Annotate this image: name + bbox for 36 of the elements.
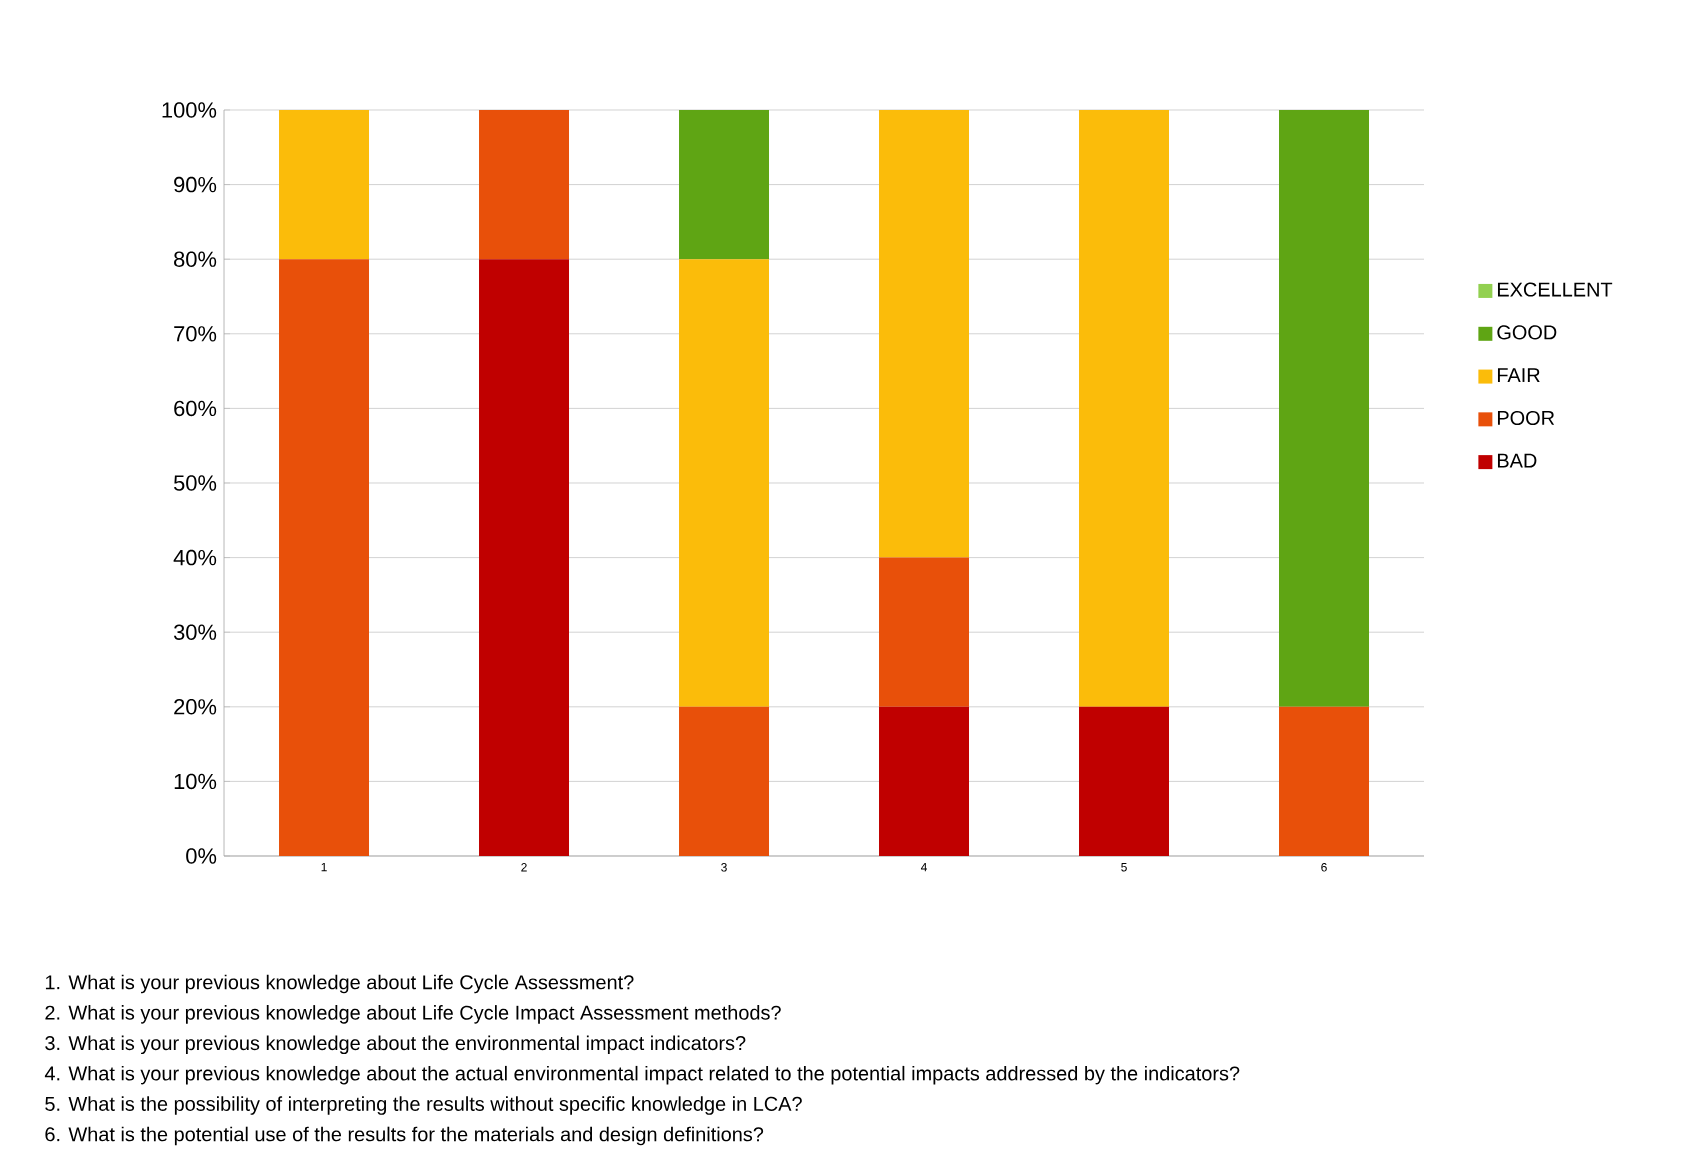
bar — [1079, 110, 1170, 707]
text: 5. What is the possibility of interpreting the results without specific knowledge in LCA? — [45, 1096, 802, 1115]
bar — [1079, 706, 1170, 856]
bar — [1279, 706, 1370, 856]
legend-label: EXCELLENT — [1497, 282, 1613, 297]
y-tick-label: 100% — [162, 102, 217, 118]
y-tick-label: 10% — [174, 773, 217, 790]
y-tick-label: 90% — [174, 176, 217, 193]
text: 2. What is your previous knowledge about Life Cycle Impact Assessment methods? — [45, 1005, 781, 1024]
bar — [679, 259, 770, 707]
legend-label: BAD — [1497, 453, 1537, 468]
bar — [279, 110, 370, 260]
text: 6. What is the potential use of the results for the materials and design definitions? — [45, 1126, 764, 1146]
y-tick-label: 0% — [186, 848, 217, 864]
bar — [679, 706, 770, 856]
bar — [679, 110, 770, 260]
y-tick-label: 20% — [174, 699, 217, 715]
y-tick-label: 70% — [174, 326, 217, 342]
y-tick-label: 40% — [173, 549, 217, 566]
bar — [479, 259, 570, 856]
legend-label: FAIR — [1497, 368, 1540, 382]
legend-label: GOOD — [1497, 325, 1557, 340]
bar — [879, 110, 970, 558]
legend-label: POOR — [1497, 410, 1555, 425]
text: 3. What is your previous knowledge about the environmental impact indicators? — [45, 1035, 746, 1055]
text: 4. What is your previous knowledge about the actual environmental impact related to the potential impacts addressed by the indicators? — [44, 1065, 1240, 1085]
y-tick-label: 60% — [174, 400, 217, 417]
bar — [1279, 110, 1370, 707]
bar — [879, 706, 970, 856]
text: 1. What is your previous knowledge about Life Cycle Assessment? — [45, 974, 634, 994]
y-tick-label: 30% — [173, 624, 217, 640]
y-tick-label: 80% — [174, 251, 217, 267]
bar — [279, 259, 370, 856]
bar — [879, 557, 970, 707]
y-tick-label: 50% — [173, 475, 217, 491]
bar — [479, 110, 570, 260]
